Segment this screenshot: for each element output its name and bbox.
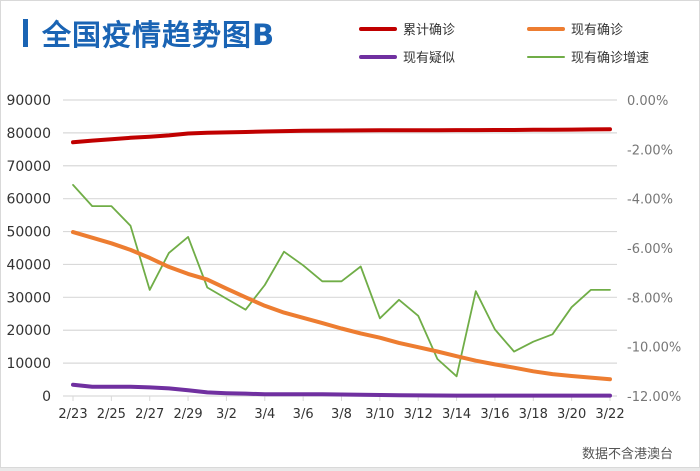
y-axis-tick-label: 80000	[6, 126, 51, 142]
x-axis-tick-label: 3/8	[331, 407, 352, 422]
series-line-current	[71, 230, 612, 382]
y2-axis-tick-label: -8.00%	[627, 291, 673, 306]
chart-title-bar: 全国疫情趋势图B	[23, 15, 276, 52]
x-axis-tick-label: 3/16	[480, 407, 509, 422]
x-axis-tick-label: 3/10	[365, 407, 394, 422]
x-axis-tick-label: 3/20	[557, 407, 586, 422]
y-axis-tick-label: 70000	[6, 159, 51, 175]
y-axis-tick-label: 0	[42, 389, 51, 405]
chart-title: 全国疫情趋势图B	[42, 18, 276, 52]
y2-axis-tick-label: -2.00%	[627, 143, 673, 158]
y-axis-tick-label: 30000	[6, 290, 51, 306]
legend-label: 现有疑似	[403, 51, 456, 66]
y-axis-tick-label: 10000	[6, 356, 51, 372]
title-accent-bar	[23, 19, 28, 47]
legend-label: 累计确诊	[403, 23, 456, 38]
y-axis-tick-label: 40000	[6, 257, 51, 273]
y2-axis-tick-label: -4.00%	[627, 193, 673, 208]
x-axis-tick-label: 3/22	[595, 407, 624, 422]
legend-item-suspected: 现有疑似	[359, 47, 455, 66]
x-axis-tick-label: 3/4	[254, 407, 275, 422]
y2-axis-tick-label: -6.00%	[627, 242, 673, 257]
series-line-cumulative	[71, 127, 612, 145]
y-axis-tick-label: 90000	[6, 93, 51, 109]
x-axis-tick-label: 3/12	[404, 407, 433, 422]
legend-item-cumulative: 累计确诊	[359, 19, 455, 38]
legend-swatch-suspected	[359, 54, 397, 59]
x-axis-tick-label: 2/29	[173, 407, 202, 422]
y2-axis-tick-label: 0.00%	[627, 94, 668, 109]
legend-swatch-cumulative	[359, 26, 397, 31]
x-axis-tick-label: 2/23	[58, 407, 87, 422]
legend-swatch-growth	[527, 55, 565, 58]
legend-label: 现有确诊	[571, 23, 624, 38]
x-axis-tick-label: 3/18	[519, 407, 548, 422]
x-axis-tick-label: 2/25	[97, 407, 126, 422]
x-axis-tick-label: 3/6	[293, 407, 314, 422]
y-axis-tick-label: 20000	[6, 323, 51, 339]
x-axis-tick-label: 3/14	[442, 407, 471, 422]
y2-axis-tick-label: -10.00%	[627, 341, 681, 356]
series-line-growth	[72, 183, 611, 378]
legend-label: 现有确诊增速	[571, 51, 650, 66]
legend-item-growth: 现有确诊增速	[527, 47, 649, 66]
series-line-suspected	[71, 382, 612, 398]
legend-item-current: 现有确诊	[527, 19, 623, 38]
x-axis-tick-label: 2/27	[135, 407, 164, 422]
footnote: 数据不含港澳台	[581, 447, 673, 462]
legend: 累计确诊 现有确诊 现有疑似 现有确诊增速	[359, 15, 689, 75]
x-axis-tick-label: 3/2	[216, 407, 237, 422]
y-axis-tick-label: 50000	[6, 225, 51, 241]
y2-axis-tick-label: -12.00%	[627, 390, 681, 405]
legend-swatch-current	[527, 26, 565, 31]
y-axis-tick-label: 60000	[6, 192, 51, 208]
